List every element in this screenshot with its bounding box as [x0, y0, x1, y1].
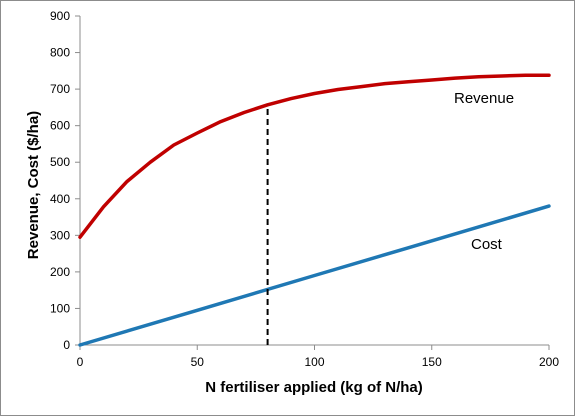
y-tick-label: 900 — [50, 9, 70, 23]
y-tick-label: 100 — [50, 301, 70, 315]
y-tick-label: 700 — [50, 82, 70, 96]
y-axis-title: Revenue, Cost ($/ha) — [25, 111, 42, 259]
x-tick-label: 50 — [191, 355, 205, 369]
x-axis-ticks: 0 50 100 150 200 — [77, 345, 559, 369]
x-tick-label: 0 — [77, 355, 84, 369]
x-tick-label: 150 — [422, 355, 442, 369]
y-tick-label: 0 — [63, 338, 70, 352]
series-layer — [78, 73, 551, 347]
x-tick-label: 100 — [304, 355, 324, 369]
y-tick-label: 800 — [50, 46, 70, 60]
cost-series-line — [78, 204, 551, 347]
y-tick-label: 400 — [50, 192, 70, 206]
x-axis-title: N fertiliser applied (kg of N/ha) — [205, 379, 423, 396]
y-tick-label: 300 — [50, 228, 70, 242]
y-tick-label: 200 — [50, 265, 70, 279]
y-axis-ticks: 0 100 200 300 400 500 600 700 800 900 — [50, 9, 80, 352]
revenue-series-label: Revenue — [454, 90, 514, 107]
cost-series-label: Cost — [471, 236, 503, 253]
y-tick-label: 600 — [50, 119, 70, 133]
x-tick-label: 200 — [539, 355, 559, 369]
revenue-series-line — [78, 73, 551, 239]
y-tick-label: 500 — [50, 155, 70, 169]
